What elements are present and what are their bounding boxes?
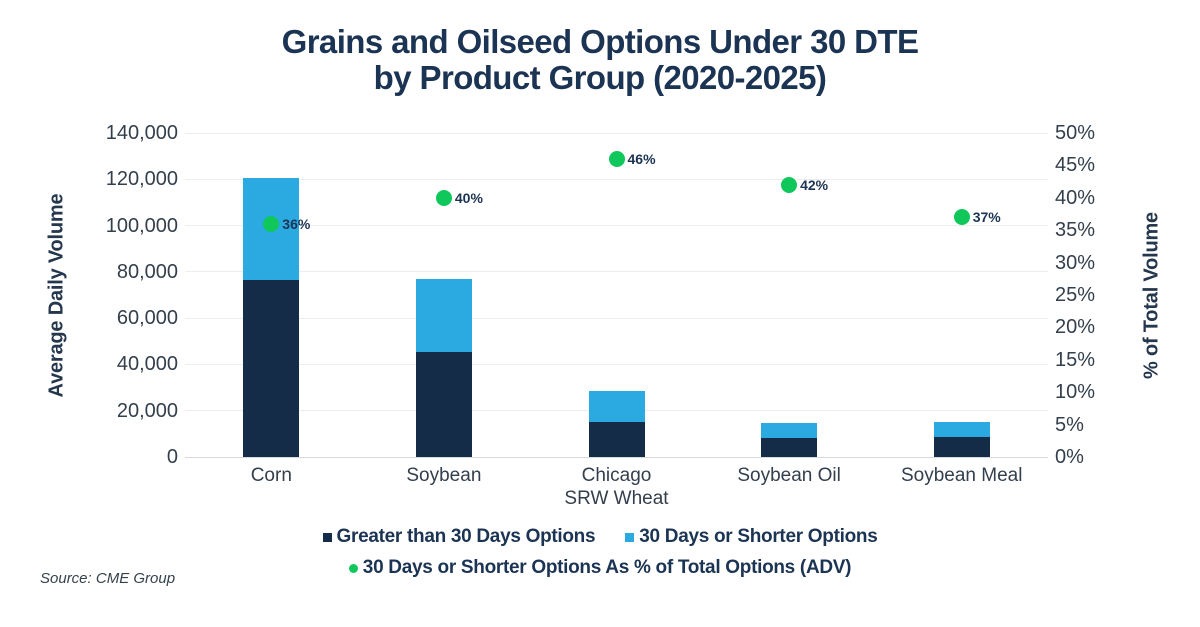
scatter-dot xyxy=(953,209,970,226)
legend-label: 30 Days or Shorter Options xyxy=(639,526,878,547)
scatter-dot xyxy=(435,189,452,206)
chart-title-line2: by Product Group (2020-2025) xyxy=(373,59,827,96)
right-axis-tick: 5% xyxy=(1055,413,1084,436)
right-axis-tick: 15% xyxy=(1055,348,1096,371)
scatter-dot xyxy=(263,215,280,232)
category-label: Soybean Oil xyxy=(703,464,876,487)
category-label-line: Corn xyxy=(250,465,292,486)
legend-square-dark-navy-icon xyxy=(322,532,332,542)
source-note: Source: CME Group xyxy=(40,570,176,587)
scatter-dot xyxy=(781,176,798,193)
legend-row-2: 30 Days or Shorter Options As % of Total… xyxy=(0,557,1200,579)
bar-segment xyxy=(415,351,472,457)
bar-segment xyxy=(761,438,818,457)
bar-segment xyxy=(933,421,990,437)
left-axis-tick: 60,000 xyxy=(116,307,178,330)
scatter-dot-label: 42% xyxy=(800,176,829,193)
category-label: Soybean Meal xyxy=(875,464,1048,487)
right-axis-tick: 40% xyxy=(1055,186,1096,209)
scatter-dot-label: 36% xyxy=(282,215,311,232)
category-label: Corn xyxy=(185,464,358,487)
right-axis-tick: 0% xyxy=(1055,446,1084,468)
category-label-line: Soybean Meal xyxy=(900,465,1023,486)
left-axis-tick: 40,000 xyxy=(116,353,178,376)
right-axis-tick: 50% xyxy=(1055,122,1096,144)
legend-item-30-days-or-shorter: 30 Days or Shorter Options xyxy=(625,526,878,548)
right-axis-title: % of Total Volume xyxy=(1140,212,1163,379)
gridline xyxy=(185,132,1048,134)
category-label-line: Soybean xyxy=(406,465,482,486)
gridline xyxy=(185,317,1048,319)
gridline xyxy=(185,271,1048,273)
category-label-line: Soybean Oil xyxy=(737,465,841,486)
legend-dot-green-icon xyxy=(348,563,358,573)
legend-label: Greater than 30 Days Options xyxy=(336,526,596,547)
scatter-dot-label: 40% xyxy=(454,189,483,206)
category-label: Chicago SRW Wheat xyxy=(530,464,703,510)
right-axis-tick: 30% xyxy=(1055,251,1096,274)
legend-square-light-blue-icon xyxy=(625,532,635,542)
category-label-line: Chicago xyxy=(581,465,652,486)
bar-segment xyxy=(761,422,818,439)
right-axis-tick: 20% xyxy=(1055,316,1096,339)
bar-segment xyxy=(415,278,472,352)
legend-row-1: Greater than 30 Days Options 30 Days or … xyxy=(0,526,1200,548)
category-label: Soybean xyxy=(358,464,531,487)
right-axis-tick: 45% xyxy=(1055,154,1096,177)
legend-item-percent-of-total: 30 Days or Shorter Options As % of Total… xyxy=(348,557,852,579)
chart-title-line1: Grains and Oilseed Options Under 30 DTE xyxy=(281,23,919,60)
legend-item-greater-than-30-days: Greater than 30 Days Options xyxy=(322,526,596,548)
right-axis-tick: 10% xyxy=(1055,381,1096,404)
left-axis-tick: 0 xyxy=(166,446,178,468)
scatter-dot xyxy=(608,150,625,167)
left-axis-tick: 20,000 xyxy=(116,399,178,422)
gridline xyxy=(185,456,1048,458)
scatter-dot-label: 37% xyxy=(972,209,1001,226)
gridline xyxy=(185,363,1048,365)
scatter-dot-label: 46% xyxy=(627,150,656,167)
left-axis-tick: 80,000 xyxy=(116,260,178,283)
right-axis-tick: 35% xyxy=(1055,219,1096,242)
bar-segment xyxy=(588,422,645,457)
gridline xyxy=(185,225,1048,227)
category-label-line: SRW Wheat xyxy=(564,488,669,509)
left-axis-tick: 100,000 xyxy=(105,214,178,237)
bar-segment xyxy=(933,436,990,457)
chart-title: Grains and Oilseed Options Under 30 DTE … xyxy=(0,24,1200,96)
right-axis-tick: 25% xyxy=(1055,284,1096,306)
bar-segment xyxy=(588,391,645,423)
chart-legend: Greater than 30 Days Options 30 Days or … xyxy=(0,526,1200,579)
legend-label: 30 Days or Shorter Options As % of Total… xyxy=(362,557,852,578)
bar-segment xyxy=(243,279,300,457)
left-axis-tick: 140,000 xyxy=(105,122,178,144)
gridline xyxy=(185,178,1048,180)
left-axis-tick: 120,000 xyxy=(105,168,178,191)
